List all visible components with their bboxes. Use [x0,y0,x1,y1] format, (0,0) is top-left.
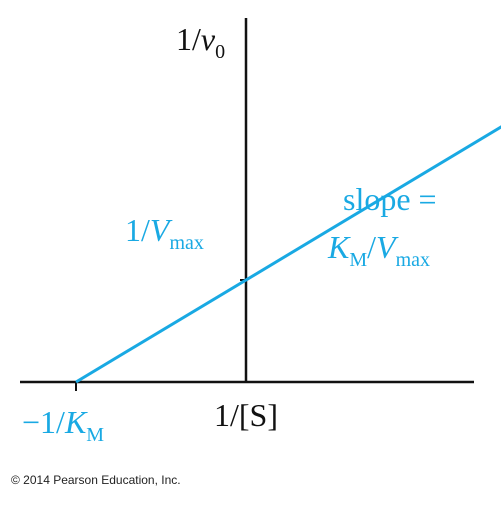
copyright-notice: © 2014 Pearson Education, Inc. [11,473,181,487]
y-intercept-label: 1/Vmax [125,212,204,254]
slope-label-line1: slope = [343,181,437,217]
x-axis-label: 1/[S] [214,397,278,433]
y-axis-label: 1/v0 [176,21,225,63]
slope-label-line2: KM/Vmax [327,229,430,271]
x-intercept-label: −1/KM [22,404,104,446]
reciprocal-rate-line [76,0,501,382]
